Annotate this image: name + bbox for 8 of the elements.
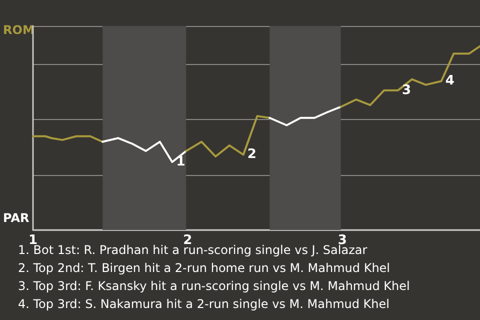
annotation: 4 bbox=[445, 74, 454, 89]
text: PAR bbox=[3, 211, 30, 225]
text: 3. Top 3rd: F. Ksansky hit a run-scoring single vs M. Mahmud Khel bbox=[18, 279, 410, 293]
x-tick-label: 2 bbox=[183, 233, 192, 248]
annotation: 2 bbox=[247, 147, 256, 162]
text: 4. Top 3rd: S. Nakamura hit a 2-run single vs M. Mahmud Khel bbox=[18, 297, 390, 311]
annotation: 3 bbox=[402, 82, 412, 98]
text: 2. Top 2nd: T. Birgen hit a 2-run home run vs M. Mahmud Khel bbox=[18, 261, 390, 275]
